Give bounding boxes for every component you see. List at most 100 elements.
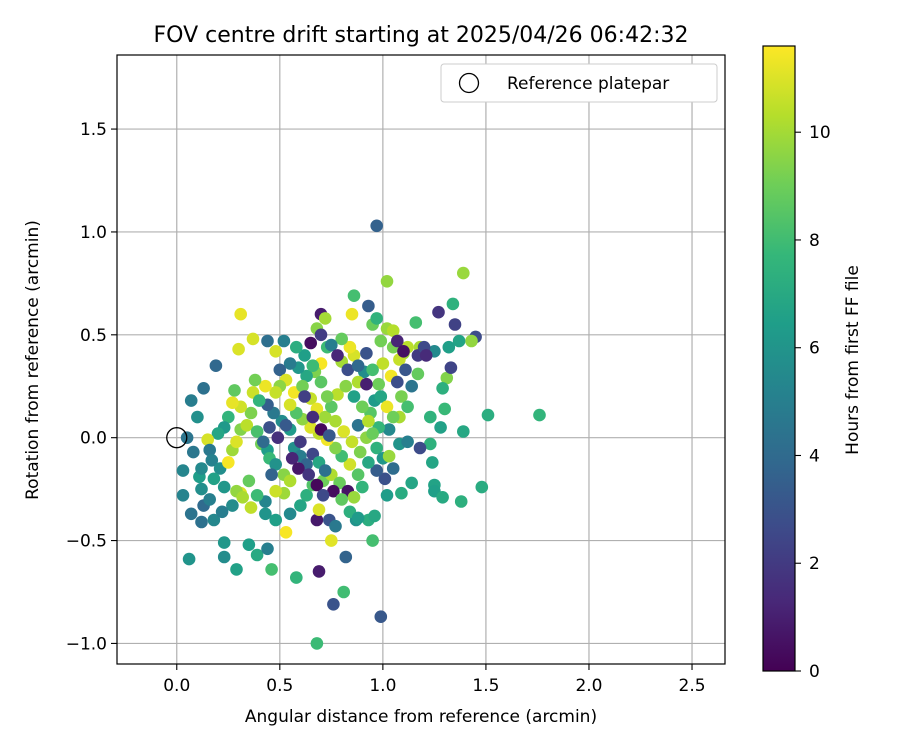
legend-entry-label: Reference platepar [507, 74, 669, 94]
data-point [391, 375, 404, 389]
data-point [370, 464, 384, 477]
data-point [269, 484, 283, 498]
data-point [339, 550, 353, 564]
x-tick-label: 0.5 [266, 676, 293, 696]
data-point [370, 441, 384, 455]
data-point [386, 462, 400, 475]
data-point [195, 482, 208, 496]
data-point [197, 382, 210, 395]
data-point [442, 340, 456, 354]
data-point [329, 441, 342, 455]
data-point [312, 565, 326, 578]
data-point [374, 610, 388, 623]
data-point [345, 307, 359, 321]
data-point [362, 299, 375, 313]
colorbar-ticks: 0 2 4 6 8 10 [795, 123, 831, 682]
data-point [226, 396, 239, 410]
data-point [353, 445, 367, 459]
colorbar-tick-label: 2 [809, 554, 820, 574]
data-point [236, 491, 249, 504]
data-point [300, 489, 313, 502]
data-point [207, 513, 221, 527]
data-point [250, 489, 264, 502]
data-point [205, 454, 219, 467]
data-point [230, 435, 243, 449]
data-point [261, 334, 274, 348]
data-point [271, 431, 285, 445]
x-axis-label: Angular distance from reference (arcmin) [245, 707, 597, 727]
data-point [454, 495, 468, 508]
data-point [294, 499, 307, 512]
data-point [356, 480, 369, 494]
data-point [325, 400, 338, 414]
data-point [310, 513, 324, 527]
colorbar: 0 2 4 6 8 10 Hours from first FF file [762, 45, 863, 682]
data-point [366, 427, 379, 440]
data-point [440, 371, 454, 385]
data-point [244, 406, 258, 420]
data-point [401, 400, 414, 414]
data-point [351, 468, 365, 482]
data-point [426, 456, 439, 469]
reference-marker-group [166, 427, 188, 449]
y-tick-label: 1.5 [80, 120, 107, 140]
data-point [325, 338, 338, 352]
data-point [234, 307, 247, 321]
colorbar-label: Hours from first FF file [843, 265, 863, 455]
data-point [285, 452, 299, 465]
data-point [296, 379, 309, 393]
data-point [310, 637, 324, 650]
data-point [323, 429, 336, 442]
data-point [399, 363, 412, 377]
data-point [222, 456, 235, 469]
data-point [195, 462, 208, 475]
data-point [533, 408, 546, 422]
data-point [292, 462, 305, 475]
data-point [395, 486, 408, 500]
data-point [376, 357, 390, 370]
data-point [331, 388, 344, 401]
data-point [242, 538, 256, 551]
data-point [446, 297, 460, 311]
data-point [273, 363, 287, 377]
data-point [318, 312, 332, 325]
data-point [283, 357, 297, 370]
data-point [209, 359, 223, 373]
x-tick-label: 1.0 [369, 676, 396, 696]
data-point [269, 513, 283, 527]
data-point [250, 425, 264, 438]
data-point [187, 445, 200, 459]
data-point [380, 275, 394, 288]
data-point [465, 334, 478, 348]
data-point [380, 400, 394, 414]
data-point [481, 408, 495, 422]
plot-frame [116, 54, 726, 665]
data-point [424, 410, 437, 424]
data-point [438, 402, 452, 416]
y-tick-label: −0.5 [66, 532, 107, 552]
data-point [211, 427, 225, 440]
colorbar-gradient [762, 45, 796, 672]
data-point [327, 484, 340, 498]
data-point [290, 571, 303, 584]
data-point [347, 289, 361, 303]
colorbar-tick-label: 8 [809, 231, 820, 251]
data-point [366, 534, 379, 547]
data-point [374, 390, 388, 403]
data-point [217, 536, 231, 549]
data-point [339, 379, 353, 393]
data-point [351, 359, 365, 373]
data-point [244, 501, 258, 514]
data-point [382, 423, 396, 436]
data-point [391, 334, 404, 348]
data-point [269, 345, 283, 358]
data-point [265, 563, 278, 576]
data-point [345, 435, 359, 449]
data-point [329, 519, 342, 533]
data-point [191, 410, 204, 424]
colorbar-tick-label: 6 [809, 339, 820, 359]
data-point [240, 419, 254, 432]
data-point [226, 499, 239, 512]
x-tick-label: 2.5 [679, 676, 706, 696]
